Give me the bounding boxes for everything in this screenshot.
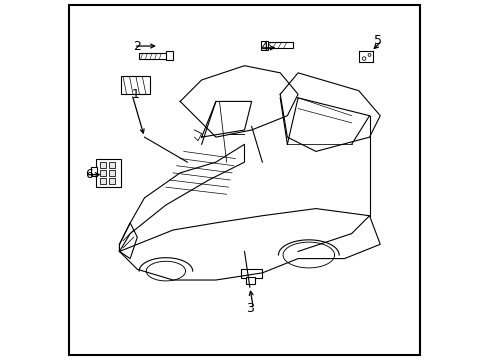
Text: 6: 6 — [85, 168, 93, 181]
Bar — [96, 158, 121, 187]
Bar — [246, 277, 255, 284]
Bar — [108, 162, 115, 168]
Bar — [91, 167, 97, 176]
Bar — [121, 76, 149, 94]
Text: 4: 4 — [260, 41, 267, 54]
Text: 2: 2 — [133, 40, 141, 53]
Bar — [260, 41, 267, 50]
Bar — [139, 53, 167, 59]
Bar — [100, 178, 106, 184]
Bar — [100, 170, 106, 176]
Bar — [108, 178, 115, 184]
Bar — [241, 269, 262, 278]
Bar — [108, 170, 115, 176]
Text: 5: 5 — [374, 34, 382, 47]
Text: 3: 3 — [245, 302, 253, 315]
Bar — [165, 51, 173, 60]
Bar — [100, 162, 106, 168]
Text: 1: 1 — [131, 88, 139, 101]
Bar — [265, 42, 292, 48]
